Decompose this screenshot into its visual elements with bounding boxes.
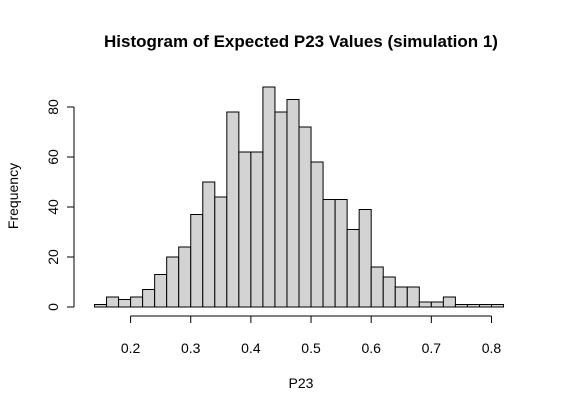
histogram-bar — [442, 296, 456, 308]
histogram-bar — [94, 304, 108, 308]
x-tick-label: 0.4 — [241, 340, 261, 356]
histogram-bar — [178, 246, 192, 308]
histogram-bar — [322, 199, 336, 308]
y-tick-label: 80 — [45, 99, 61, 115]
histogram-bar — [202, 181, 216, 308]
histogram-bar — [382, 276, 396, 308]
y-tick-label: 40 — [45, 199, 61, 215]
histogram-bar — [238, 151, 252, 308]
x-tick-label: 0.7 — [422, 340, 442, 356]
histogram-bar — [418, 301, 432, 308]
x-axis-label: P23 — [289, 375, 314, 391]
histogram-bar — [430, 301, 444, 308]
histogram-bar — [154, 274, 168, 308]
y-axis-label: Frequency — [5, 163, 21, 229]
histogram-bar — [454, 304, 468, 308]
histogram-bar — [346, 229, 360, 308]
histogram-bar — [394, 286, 408, 308]
histogram-bar — [274, 111, 288, 308]
histogram-bar — [190, 214, 204, 308]
histogram-bar — [310, 161, 324, 308]
x-axis: 0.2 0.3 0.4 0.5 0.6 0.7 0.8 — [121, 315, 502, 356]
x-tick-label: 0.8 — [482, 340, 502, 356]
histogram-bar — [370, 266, 384, 308]
x-tick-label: 0.5 — [301, 340, 321, 356]
histogram-bar — [478, 304, 492, 308]
histogram-bar — [406, 286, 420, 308]
histogram-bar — [130, 296, 144, 308]
histogram-bar — [490, 304, 505, 308]
histogram-bar — [214, 196, 228, 308]
bars-group — [94, 86, 505, 308]
y-tick-label: 20 — [45, 249, 61, 265]
histogram-bar — [166, 256, 180, 308]
x-tick-label: 0.2 — [121, 340, 141, 356]
histogram-bar — [286, 99, 300, 308]
histogram-bar — [226, 111, 240, 308]
x-tick-label: 0.3 — [181, 340, 201, 356]
histogram-bar — [142, 289, 156, 308]
histogram-bar — [118, 299, 132, 308]
histogram-bar — [358, 209, 372, 308]
x-tick-label: 0.6 — [361, 340, 381, 356]
histogram-bar — [262, 86, 276, 308]
histogram-bar — [298, 126, 312, 308]
chart-title: Histogram of Expected P23 Values (simula… — [104, 32, 498, 51]
y-axis: 0 20 40 60 80 — [45, 99, 75, 311]
histogram-bar — [466, 304, 480, 308]
y-tick-label: 60 — [45, 149, 61, 165]
histogram-bar — [106, 296, 120, 308]
y-tick-label: 0 — [45, 303, 61, 311]
histogram-bar — [334, 199, 348, 308]
histogram-bar — [250, 151, 264, 308]
